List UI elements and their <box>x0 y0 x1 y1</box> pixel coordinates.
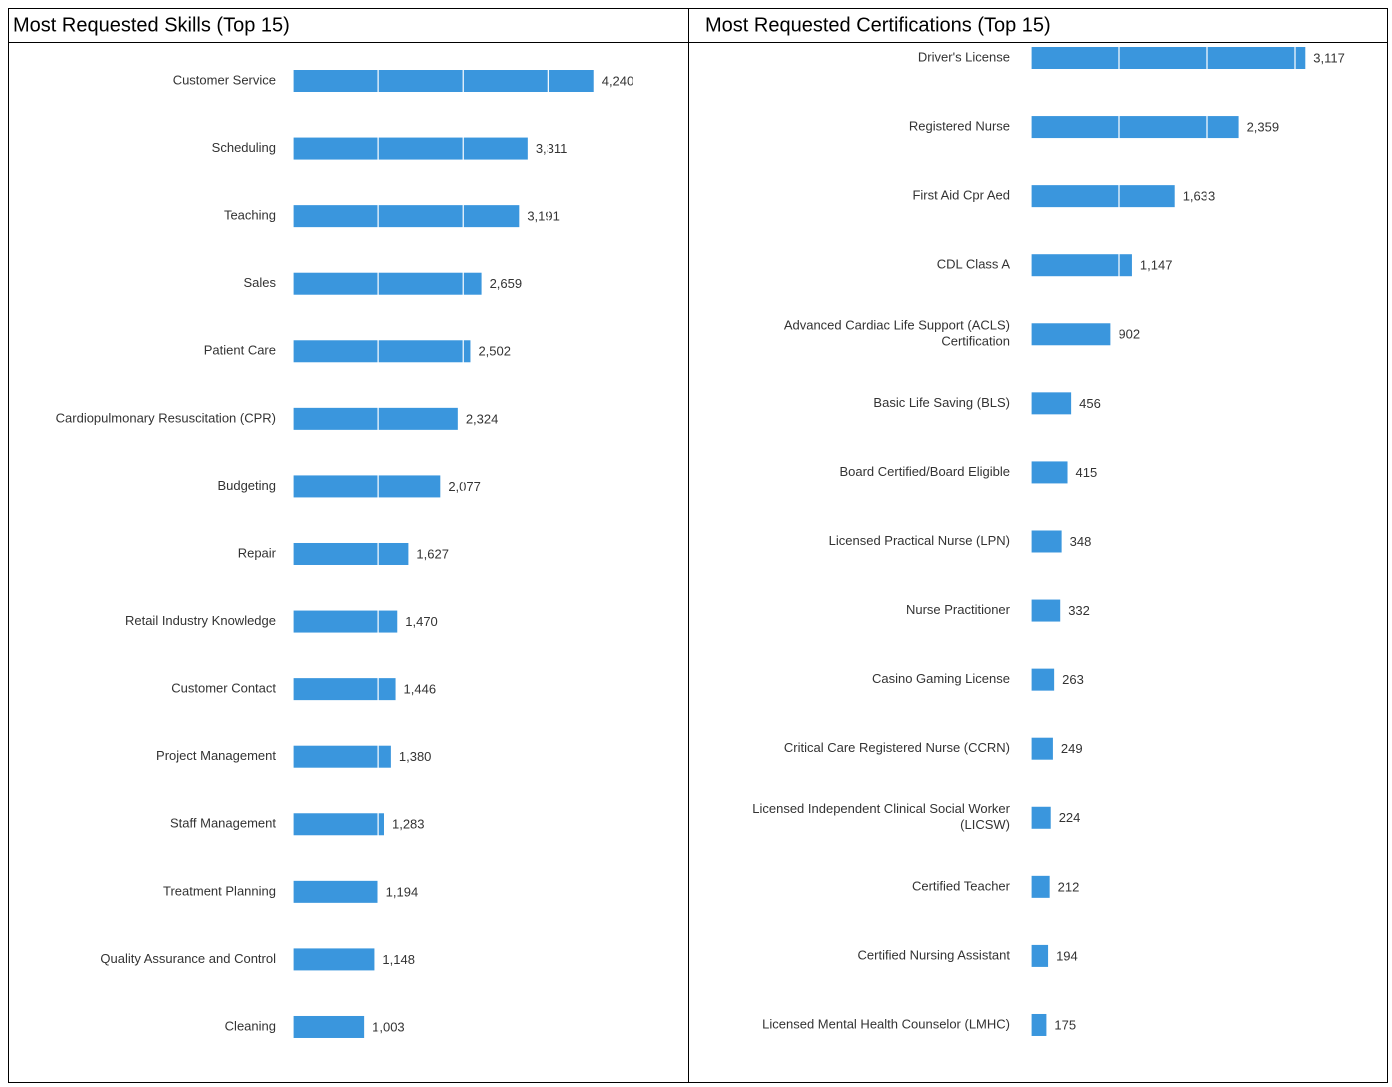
category-label: Teaching <box>224 208 276 223</box>
category-label: Certified Nursing Assistant <box>858 947 1011 962</box>
category-label: Patient Care <box>204 343 276 358</box>
bar <box>293 1015 365 1038</box>
value-label: 224 <box>1059 810 1081 825</box>
bar <box>293 407 458 430</box>
bar <box>293 813 384 836</box>
category-label: Driver's License <box>918 49 1010 64</box>
value-label: 1,446 <box>404 682 437 697</box>
value-label: 415 <box>1076 465 1098 480</box>
value-label: 1,283 <box>392 817 425 832</box>
value-label: 1,470 <box>405 614 438 629</box>
bar <box>293 678 396 701</box>
bar <box>1031 875 1050 898</box>
bar <box>293 272 482 295</box>
category-label: Treatment Planning <box>163 883 276 898</box>
bar <box>1031 461 1068 484</box>
category-label: Nurse Practitioner <box>906 602 1011 617</box>
chart-title: Most Requested Skills (Top 15) <box>13 14 290 36</box>
bar <box>293 542 409 565</box>
value-label: 2,659 <box>490 276 523 291</box>
bar <box>293 948 375 971</box>
bar <box>1031 668 1055 691</box>
category-label: Customer Service <box>173 72 276 87</box>
value-label: 456 <box>1079 396 1101 411</box>
value-label: 1,003 <box>372 1019 405 1034</box>
category-label: Basic Life Saving (BLS) <box>873 395 1010 410</box>
bar <box>293 745 391 768</box>
bar <box>1031 116 1239 139</box>
value-label: 2,324 <box>466 411 499 426</box>
value-label: 3,117 <box>1313 50 1345 65</box>
bar <box>293 610 398 633</box>
value-label: 1,194 <box>386 884 419 899</box>
value-label: 2,077 <box>448 479 481 494</box>
value-label: 175 <box>1054 1017 1076 1032</box>
value-label: 1,380 <box>399 749 432 764</box>
bar <box>293 205 520 228</box>
category-label: Licensed Practical Nurse (LPN) <box>829 533 1010 548</box>
category-label: Certified Teacher <box>912 878 1011 893</box>
value-label: 249 <box>1061 741 1083 756</box>
category-label: CDL Class A <box>937 257 1011 272</box>
bar <box>1031 1013 1047 1036</box>
category-label: Scheduling <box>212 140 276 155</box>
value-label: 1,627 <box>416 546 449 561</box>
value-label: 212 <box>1058 879 1080 894</box>
value-label: 1,147 <box>1140 258 1173 273</box>
category-label: Retail Industry Knowledge <box>125 613 276 628</box>
category-label: Casino Gaming License <box>872 671 1010 686</box>
bar <box>1031 806 1051 829</box>
category-label: Cleaning <box>225 1018 276 1033</box>
category-label: Staff Management <box>170 816 276 831</box>
value-label: 1,148 <box>382 952 415 967</box>
value-label: 2,502 <box>478 344 511 359</box>
bar <box>1031 323 1111 346</box>
bar <box>293 340 471 363</box>
value-label: 3,311 <box>536 141 568 156</box>
bar <box>293 880 378 903</box>
value-label: 4,240 <box>602 73 635 88</box>
category-label: First Aid Cpr Aed <box>912 188 1010 203</box>
value-label: 1,633 <box>1183 189 1216 204</box>
category-label: Registered Nurse <box>909 119 1010 134</box>
value-label: 332 <box>1068 603 1090 618</box>
bar <box>1031 944 1049 967</box>
value-label: 902 <box>1118 327 1140 342</box>
category-label: Board Certified/Board Eligible <box>839 464 1010 479</box>
bar <box>1031 737 1053 760</box>
value-label: 348 <box>1070 534 1092 549</box>
category-label: Repair <box>238 545 277 560</box>
category-label: Project Management <box>156 748 276 763</box>
table-border <box>8 8 1388 1083</box>
category-label: Customer Contact <box>171 681 276 696</box>
value-label: 194 <box>1056 948 1078 963</box>
category-label: Quality Assurance and Control <box>100 951 276 966</box>
bar <box>1031 392 1072 415</box>
bar <box>1031 530 1062 553</box>
category-label: Licensed Mental Health Counselor (LMHC) <box>762 1016 1010 1031</box>
category-label: Critical Care Registered Nurse (CCRN) <box>784 740 1010 755</box>
bar <box>293 137 528 160</box>
category-label: Licensed Independent Clinical Social Wor… <box>752 801 1010 832</box>
bar <box>293 475 441 498</box>
category-label: Budgeting <box>217 478 276 493</box>
chart-title: Most Requested Certifications (Top 15) <box>705 14 1051 36</box>
bar <box>293 70 594 92</box>
category-label: Sales <box>243 275 276 290</box>
value-label: 263 <box>1062 672 1084 687</box>
value-label: 3,191 <box>527 209 560 224</box>
value-label: 2,359 <box>1247 120 1280 135</box>
category-label: Cardiopulmonary Resuscitation (CPR) <box>56 410 276 425</box>
bar <box>1031 47 1306 69</box>
category-label: Advanced Cardiac Life Support (ACLS) Cert… <box>784 318 1010 349</box>
bar <box>1031 599 1061 622</box>
bar <box>1031 185 1175 208</box>
bar <box>1031 254 1132 277</box>
